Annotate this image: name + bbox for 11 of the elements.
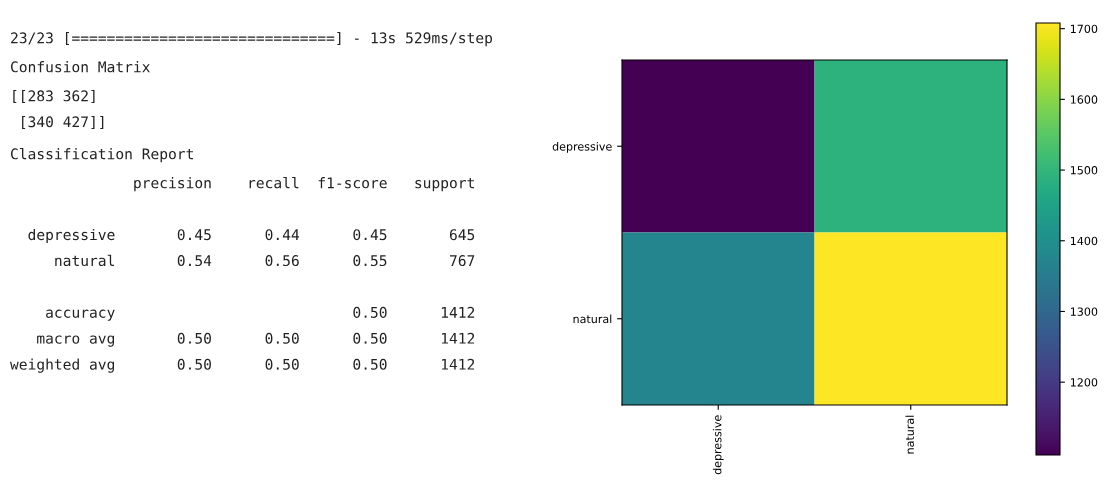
color-bar-label: 1600 (1070, 95, 1098, 104)
text: [[283 362] [340 427]] (13, 90, 104, 129)
color-bar-label: 1700 (1070, 24, 1098, 34)
color-bar-label: 1400 (1070, 236, 1098, 246)
text: 23/23 [==============================] - 13s 529ms/step (11, 32, 493, 47)
color-bar-label: 1300 (1070, 307, 1098, 316)
text: Classification Report (10, 148, 193, 163)
text: Confusion Matrix (10, 61, 150, 73)
text: precision recall f1-score support depressive 0.45 0.44 0.45 645 natural 0.54 0.56 0.55 767 accuracy 0.50 1412 macro avg 0.50 0.50 0.50 1412 weighted avg 0.50 0.50 0.50 1412 (10, 177, 475, 373)
color-bar-label: 1200 (1070, 378, 1098, 387)
color-bar-label: 1500 (1070, 166, 1098, 175)
